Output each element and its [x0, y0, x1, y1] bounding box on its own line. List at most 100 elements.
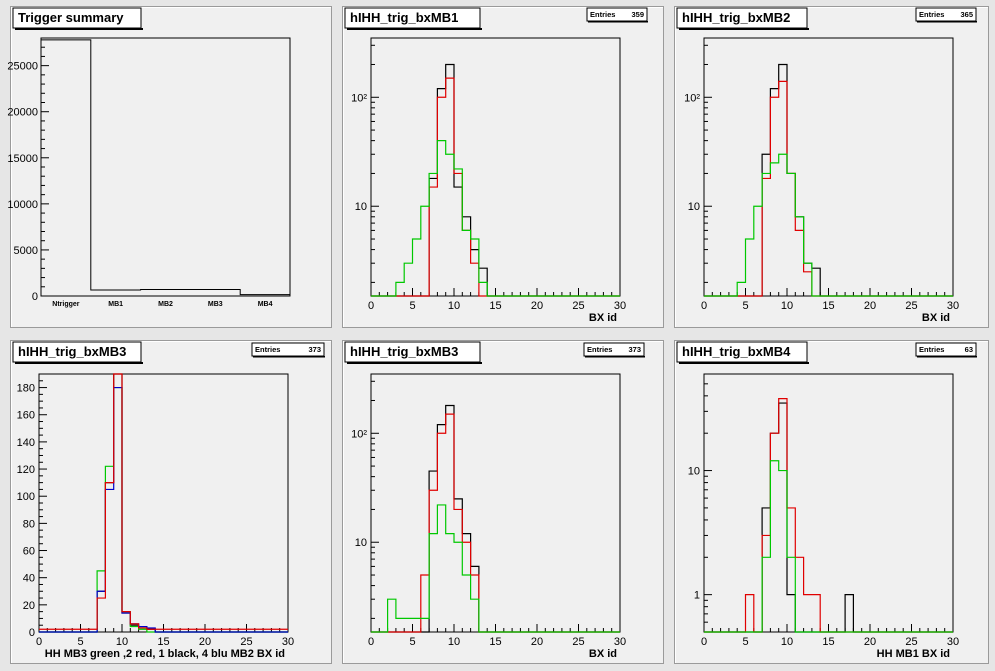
- series-0-line: [39, 373, 288, 633]
- series-2-bin-7: [429, 173, 437, 296]
- pad-3: [10, 340, 332, 664]
- x-tick-label: 15: [489, 300, 501, 312]
- x-tick-label: 10: [116, 636, 128, 648]
- y-tick-label: 100: [17, 491, 35, 503]
- series-0-bin-10: [787, 173, 795, 296]
- x-tick-label: 20: [531, 636, 543, 648]
- series-1-bin-8: [437, 433, 445, 632]
- y-tick-label: 140: [17, 437, 35, 449]
- x-tick-label: 30: [614, 300, 626, 312]
- series-1-bin-9: [446, 78, 454, 296]
- x-tick-label: 0: [36, 636, 42, 648]
- stats-shadow: [588, 21, 648, 23]
- chart-1: hIHH_trig_bxMB1 Entries 359 0 5 10 15 20 25 30 10 1…: [344, 7, 648, 324]
- y-tick-label: 60: [23, 546, 35, 558]
- chart-3: hIHH_trig_bxMB3 Entries 373 0 5 10 15 20 25 30 0 20…: [12, 341, 325, 660]
- entries-value: 359: [631, 10, 644, 19]
- series-2-bin-2: [388, 599, 396, 632]
- plot-frame: [370, 37, 621, 297]
- series-1-bin-8: [105, 466, 113, 632]
- series-2-line: [39, 386, 288, 633]
- series-1-bin-12: [804, 272, 812, 296]
- y-tick-label: 10: [355, 201, 367, 213]
- y-tick-label: 10²: [351, 92, 367, 104]
- x-tick-label: 5: [742, 636, 748, 648]
- series-0-line: [371, 404, 620, 633]
- series-2-bin-9: [446, 534, 454, 632]
- series-1-line: [39, 386, 288, 633]
- bar-MB2: [141, 290, 191, 296]
- y-tick-label: 80: [23, 518, 35, 530]
- series-1-bin-11: [462, 230, 470, 296]
- x-tick-label: 5: [409, 300, 415, 312]
- category-label: MB4: [258, 301, 273, 308]
- x-tick-label: 25: [240, 636, 252, 648]
- series-2-bin-11: [462, 575, 470, 632]
- x-tick-label: 30: [947, 636, 959, 648]
- series-2-bin-5: [413, 618, 421, 632]
- series-1-bin-11: [795, 557, 803, 632]
- chart-title: hIHH_trig_bxMB2: [682, 10, 790, 25]
- series-0-bin-9: [779, 403, 787, 632]
- series-1-bin-11: [462, 542, 470, 632]
- series-1-bin-8: [770, 97, 778, 296]
- series-1-bin-7: [762, 535, 770, 632]
- plot-frame: [370, 373, 621, 633]
- title-shadow: [679, 362, 809, 364]
- y-tick-label: 10²: [351, 428, 367, 440]
- entries-label: Entries: [919, 345, 944, 354]
- series-1-line: [704, 398, 953, 633]
- series-2-bin-11: [462, 230, 470, 296]
- chart-4: hIHH_trig_bxMB3 Entries 373 0 5 10 15 20 25 30 10 1…: [344, 341, 645, 660]
- series-3-bin-9: [114, 374, 122, 632]
- series-0-bin-10: [122, 613, 130, 632]
- x-tick-label: 5: [742, 300, 748, 312]
- series-0-bin-12: [139, 628, 147, 632]
- series-0-bin-8: [770, 89, 778, 296]
- x-axis-label: HH MB1 BX id: [877, 648, 950, 660]
- series-2-bin-9: [779, 154, 787, 296]
- series-2-bin-9: [446, 154, 454, 296]
- bar-Ntrigger: [41, 40, 91, 296]
- series-0-bin-8: [437, 425, 445, 632]
- series-0-bin-7: [429, 471, 437, 632]
- series-3-bin-10: [122, 612, 130, 632]
- series-0-bin-9: [779, 64, 787, 296]
- category-label: MB2: [158, 301, 173, 308]
- chart-title: Trigger summary: [18, 10, 124, 25]
- series-2-bin-8: [437, 505, 445, 632]
- x-tick-label: 15: [822, 300, 834, 312]
- series-3-bin-7: [97, 598, 105, 632]
- entries-label: Entries: [587, 345, 612, 354]
- x-tick-label: 10: [448, 300, 460, 312]
- y-tick-label: 120: [17, 464, 35, 476]
- x-tick-label: 20: [864, 300, 876, 312]
- series-1-bin-9: [114, 388, 122, 632]
- series-1-bin-13: [812, 595, 820, 632]
- x-tick-label: 25: [572, 636, 584, 648]
- plot-frame: [38, 373, 289, 633]
- x-tick-label: 0: [701, 636, 707, 648]
- series-2-bin-6: [421, 206, 429, 296]
- chart-title: hIHH_trig_bxMB3: [18, 344, 126, 359]
- title-shadow: [679, 28, 809, 30]
- series-0-bin-12: [471, 250, 479, 296]
- x-tick-label: 15: [157, 636, 169, 648]
- series-3-bin-12: [139, 628, 147, 632]
- y-tick-label: 1: [694, 590, 700, 602]
- series-2-bin-10: [122, 613, 130, 632]
- series-2-bin-8: [437, 141, 445, 296]
- series-1-bin-5: [746, 595, 754, 632]
- x-axis-label: HH MB3 green ,2 red, 1 black, 4 blu MB2 …: [45, 648, 285, 660]
- x-tick-label: 10: [781, 300, 793, 312]
- series-1-bin-7: [762, 178, 770, 296]
- series-3-line: [39, 373, 288, 630]
- series-0-bin-10: [454, 499, 462, 632]
- x-tick-label: 30: [947, 300, 959, 312]
- series-1-bin-9: [779, 81, 787, 296]
- y-tick-label: 25000: [7, 61, 38, 73]
- series-2-bin-3: [396, 282, 404, 296]
- x-tick-label: 20: [864, 636, 876, 648]
- y-tick-label: 10: [688, 466, 700, 478]
- series-0-bin-12: [804, 263, 812, 296]
